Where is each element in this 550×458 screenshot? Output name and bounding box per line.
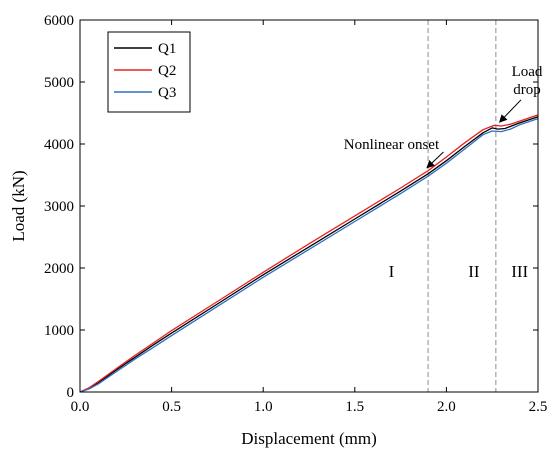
x-tick-label: 2.5 — [529, 399, 548, 415]
x-axis-title: Displacement (mm) — [241, 429, 377, 448]
region-label-2: II — [468, 262, 480, 281]
plot-lines — [79, 20, 539, 393]
series-line-q1 — [79, 116, 539, 393]
y-tick-label: 3000 — [44, 199, 74, 215]
axis-ticks: 0.0 0.5 1.0 1.5 2.0 2.5 0 1000 2000 3000 4000 5000 6… — [44, 13, 547, 415]
x-tick-label: 1.0 — [254, 399, 273, 415]
x-tick-label: 0.0 — [71, 399, 90, 415]
y-axis-title: Load (kN) — [9, 170, 28, 241]
region-label-3: III — [511, 262, 528, 281]
legend-label-q2: Q2 — [158, 63, 176, 79]
series-line-q3 — [79, 117, 539, 393]
y-tick-label: 0 — [67, 385, 75, 401]
region-label-1: I — [389, 262, 395, 281]
x-tick-label: 0.5 — [162, 399, 181, 415]
legend: Q1 Q2 Q3 — [107, 31, 191, 113]
annotation-load-drop: Load drop — [512, 64, 543, 98]
y-tick-label: 2000 — [44, 261, 74, 277]
y-tick-label: 5000 — [44, 75, 74, 91]
annotation-nonlinear-onset: Nonlinear onset — [344, 137, 440, 153]
y-tick-label: 4000 — [44, 137, 74, 153]
annotation-load-drop-arrow — [499, 99, 522, 123]
legend-label-q3: Q3 — [158, 85, 176, 101]
y-tick-label: 1000 — [44, 323, 74, 339]
legend-box — [107, 31, 191, 113]
x-tick-label: 2.0 — [437, 399, 456, 415]
series-line-q2 — [79, 114, 539, 393]
x-tick-label: 1.5 — [345, 399, 364, 415]
y-tick-label: 6000 — [44, 13, 74, 29]
legend-label-q1: Q1 — [158, 41, 176, 57]
annotation-nonlinear-arrow — [426, 151, 444, 169]
